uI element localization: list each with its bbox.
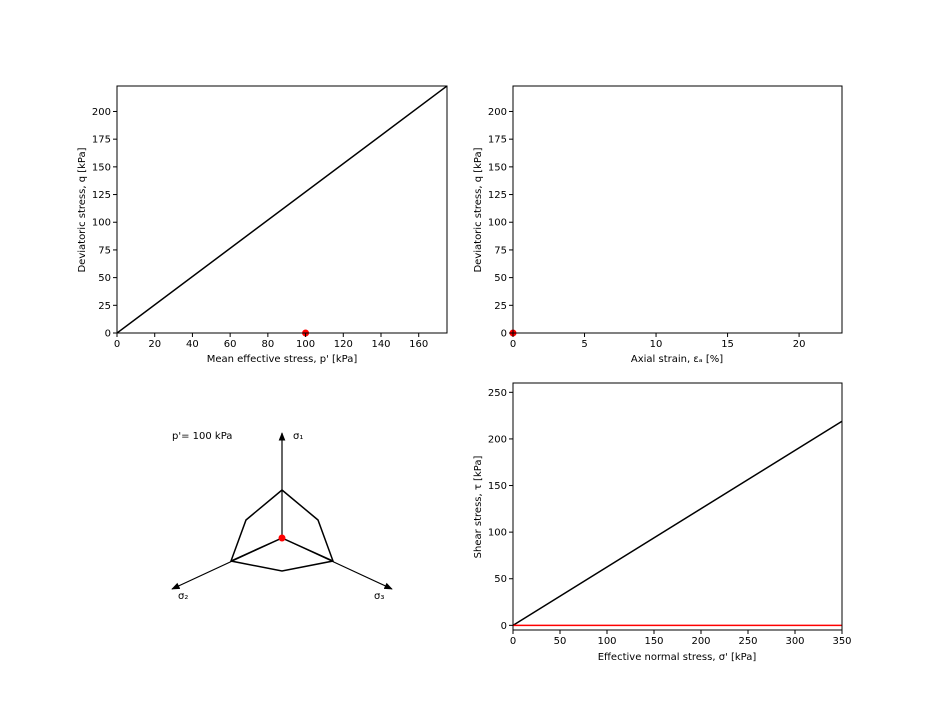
y-axis-label: Deviatoric stress, q [kPa] xyxy=(77,147,88,272)
y-axis-label: Shear stress, τ [kPa] xyxy=(473,456,484,559)
x-tick-label: 20 xyxy=(793,339,806,350)
y-tick-label: 200 xyxy=(488,434,507,445)
x-tick-label: 350 xyxy=(832,636,851,647)
y-tick-label: 75 xyxy=(98,245,111,256)
y-axis-label: Deviatoric stress, q [kPa] xyxy=(473,147,484,272)
y-tick-label: 50 xyxy=(494,574,507,585)
x-tick-label: 100 xyxy=(296,339,315,350)
y-tick-label: 125 xyxy=(488,190,507,201)
axes-frame xyxy=(512,85,843,334)
yield-surface xyxy=(229,489,335,572)
q-strain-plot: Axial strain, εₐ [%] Deviatoric stress, … xyxy=(473,85,843,365)
y-tick-label: 150 xyxy=(488,162,507,173)
x-tick-label: 250 xyxy=(738,636,757,647)
sigma1-label: σ₁ xyxy=(293,431,303,442)
y-tick-label: 100 xyxy=(92,218,111,229)
y-tick-label: 100 xyxy=(488,218,507,229)
y-tick-label: 25 xyxy=(494,301,507,312)
x-tick-label: 0 xyxy=(510,339,516,350)
axes-frame xyxy=(116,85,448,334)
x-tick-label: 120 xyxy=(334,339,353,350)
mohr-coulomb-plot: Effective normal stress, σ' [kPa] Shear … xyxy=(473,382,852,663)
series-line-0 xyxy=(117,86,447,333)
ray-3 xyxy=(281,537,334,562)
x-axis-label: Mean effective stress, p' [kPa] xyxy=(207,354,358,365)
y-tick-label: 250 xyxy=(488,388,507,399)
x-tick-label: 0 xyxy=(114,339,120,350)
ray-2 xyxy=(230,537,283,562)
x-axis-label: Axial strain, εₐ [%] xyxy=(631,354,723,365)
axes-frame xyxy=(512,382,843,631)
x-tick-label: 50 xyxy=(554,636,567,647)
y-tick-label: 0 xyxy=(501,621,507,632)
x-tick-label: 200 xyxy=(691,636,710,647)
y-tick-label: 125 xyxy=(92,190,111,201)
x-axis-label: Effective normal stress, σ' [kPa] xyxy=(598,652,757,663)
y-tick-label: 100 xyxy=(488,528,507,539)
y-tick-label: 50 xyxy=(98,273,111,284)
x-tick-label: 0 xyxy=(510,636,516,647)
y-tick-label: 0 xyxy=(105,329,111,340)
x-tick-label: 100 xyxy=(597,636,616,647)
x-tick-label: 40 xyxy=(186,339,199,350)
stress-point xyxy=(278,534,286,542)
y-tick-label: 25 xyxy=(98,301,111,312)
y-tick-label: 175 xyxy=(488,135,507,146)
x-tick-label: 5 xyxy=(581,339,587,350)
x-tick-label: 80 xyxy=(261,339,274,350)
sigma2-label: σ₂ xyxy=(178,591,188,602)
sigma3-label: σ₃ xyxy=(374,591,384,602)
y-tick-label: 150 xyxy=(488,481,507,492)
y-tick-label: 75 xyxy=(494,245,507,256)
y-tick-label: 0 xyxy=(501,329,507,340)
x-tick-label: 140 xyxy=(371,339,390,350)
y-tick-label: 200 xyxy=(488,107,507,118)
y-tick-label: 150 xyxy=(92,162,111,173)
x-tick-label: 20 xyxy=(148,339,161,350)
y-tick-label: 175 xyxy=(92,135,111,146)
x-tick-label: 150 xyxy=(644,636,663,647)
x-tick-label: 160 xyxy=(409,339,428,350)
x-tick-label: 60 xyxy=(224,339,237,350)
y-tick-label: 50 xyxy=(494,273,507,284)
deviatoric-plane-diagram: p'= 100 kPa σ₁ σ₂ σ₃ xyxy=(171,431,393,602)
series-line-0 xyxy=(513,420,842,626)
x-tick-label: 300 xyxy=(785,636,804,647)
pressure-annotation: p'= 100 kPa xyxy=(172,431,232,442)
x-tick-label: 15 xyxy=(721,339,734,350)
x-tick-label: 10 xyxy=(650,339,663,350)
y-tick-label: 200 xyxy=(92,107,111,118)
q-p-plot: Mean effective stress, p' [kPa] Deviator… xyxy=(77,85,448,365)
